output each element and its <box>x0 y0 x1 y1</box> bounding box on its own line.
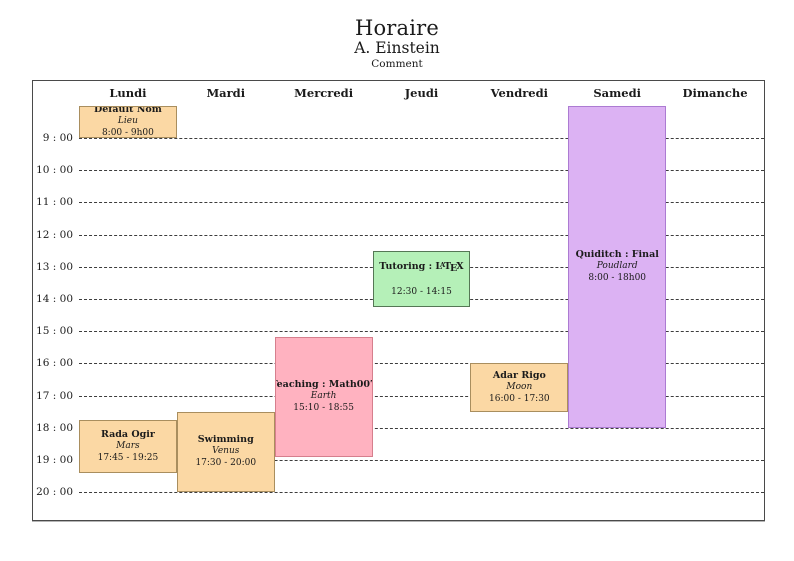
hour-label-18: 18 : 00 <box>36 421 73 434</box>
event-time: 16:00 - 17:30 <box>489 394 550 405</box>
calendar: 9 : 00 10 : 00 11 : 00 12 : 00 13 : 00 14 : 0… <box>32 80 765 521</box>
hour-label-17: 17 : 00 <box>36 389 73 402</box>
hour-gridline-10 <box>79 170 764 172</box>
page-title: Horaire <box>354 16 440 40</box>
hour-label-11: 11 : 00 <box>36 196 73 209</box>
hour-gridline-12 <box>79 234 764 236</box>
hour-label-9: 9 : 00 <box>42 132 73 144</box>
hour-label-13: 13 : 00 <box>36 260 73 273</box>
day-header-mercredi: Mercredi <box>294 86 354 100</box>
event-title: Adar Rigo <box>492 370 546 382</box>
event-time: 17:30 - 20:00 <box>195 458 257 469</box>
hour-gridline-19 <box>79 460 764 461</box>
event-rada-ogir: Rada Ogir Mars 17:45 - 19:25 <box>79 419 177 474</box>
event-location: Mars <box>116 441 140 452</box>
hour-gridline-18 <box>79 427 764 429</box>
event-title: Tutoring : LATEX <box>379 261 464 275</box>
event-location: Lieu <box>117 116 138 127</box>
event-title: Teaching : Math007 <box>274 379 373 391</box>
event-location: Moon <box>506 382 533 393</box>
event-time: 15:10 - 18:55 <box>293 403 354 414</box>
day-header-vendredi: Vendredi <box>490 86 549 100</box>
latex-logo-letter: E <box>449 263 458 275</box>
hour-label-15: 15 : 00 <box>36 325 73 338</box>
hour-gridline-20 <box>79 492 764 494</box>
title-block: Horaire A. Einstein Comment <box>0 16 794 72</box>
event-title: Quiditch : Final <box>575 249 659 261</box>
hour-label-20: 20 : 00 <box>36 486 73 499</box>
event-teaching-math007: Teaching : Math007 Earth 15:10 - 18:55 <box>274 336 373 458</box>
hour-gridline-15 <box>79 331 764 333</box>
hour-gridline-9 <box>79 138 764 139</box>
hour-label-10: 10 : 00 <box>36 164 73 177</box>
latex-logo-letter: A <box>439 261 446 270</box>
day-header-dimanche: Dimanche <box>682 86 748 100</box>
event-quiditch-final: Quiditch : Final Poudlard 8:00 - 18h00 <box>568 105 667 428</box>
day-header-jeudi: Jeudi <box>404 86 439 100</box>
event-time: 8:00 - 9h00 <box>101 128 154 138</box>
day-header-mardi: Mardi <box>206 86 246 100</box>
event-adar-rigo: Adar Rigo Moon 16:00 - 17:30 <box>470 363 569 412</box>
latex-logo-letter: X <box>456 261 464 273</box>
event-location: Earth <box>310 391 337 402</box>
day-header-lundi: Lundi <box>109 86 147 100</box>
hour-label-12: 12 : 00 <box>36 228 73 241</box>
latex-logo-letter: T <box>444 261 452 273</box>
page-comment: Comment <box>371 58 423 70</box>
hour-gridline-16 <box>79 363 764 365</box>
event-time: 12:30 - 14:15 <box>391 287 452 298</box>
event-swimming: Swimming Venus 17:30 - 20:00 <box>176 411 275 493</box>
hour-label-14: 14 : 00 <box>36 293 73 305</box>
hour-label-16: 16 : 00 <box>36 357 73 370</box>
hour-gridline-11 <box>79 202 764 204</box>
page-author: A. Einstein <box>354 39 440 57</box>
event-title: Swimming <box>197 434 254 446</box>
event-tutoring-latex: Tutoring : LATEX 12:30 - 14:15 <box>372 250 471 308</box>
event-title: Default Nom <box>94 105 162 116</box>
day-header-samedi: Samedi <box>593 86 642 100</box>
latex-logo-letter: L <box>435 261 443 273</box>
event-time: 8:00 - 18h00 <box>588 273 647 284</box>
hour-gridline-17 <box>79 395 764 397</box>
event-location: Venus <box>212 446 240 457</box>
event-title: Rada Ogir <box>100 429 155 441</box>
event-time: 17:45 - 19:25 <box>97 453 159 464</box>
event-default-nom: Default Nom Lieu 8:00 - 9h00 <box>79 105 177 138</box>
hour-label-19: 19 : 00 <box>36 454 73 466</box>
event-location: Poudlard <box>596 261 638 272</box>
